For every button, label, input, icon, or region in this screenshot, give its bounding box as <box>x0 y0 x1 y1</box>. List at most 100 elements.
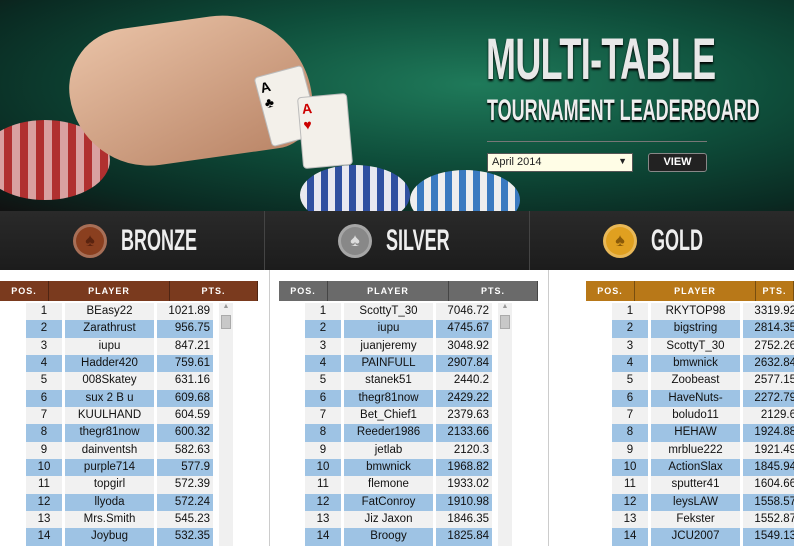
month-select[interactable]: April 2014 ▼ <box>487 153 633 172</box>
spade-coin-icon: ♠ <box>338 223 372 258</box>
pos-cell: 13 <box>26 511 62 529</box>
pos-cell: 3 <box>612 337 648 356</box>
player-cell: HEHAW <box>651 424 740 442</box>
pts-cell: 1968.82 <box>436 459 492 477</box>
table-row: 12 FatConroy 1910.98 <box>305 493 495 512</box>
table-row: 9 jetlab 2120.3 <box>305 441 495 460</box>
chevron-down-icon: ▼ <box>618 156 627 166</box>
player-cell: ScottyT_30 <box>344 303 433 321</box>
player-cell: sux 2 B u <box>65 389 154 408</box>
pts-cell: 2814.35 <box>743 320 794 338</box>
pts-cell: 604.59 <box>157 407 213 425</box>
pos-cell: 12 <box>612 493 648 512</box>
column-header-pos: POS. <box>586 281 635 301</box>
scroll-up-icon[interactable]: ▲ <box>501 303 509 310</box>
table-row: 4 bmwnick 2632.84 <box>612 355 794 373</box>
table-row: 6 HaveNuts- 2272.79 <box>612 389 794 408</box>
pts-cell: 572.39 <box>157 476 213 494</box>
scrollbar[interactable]: ▲ <box>219 303 233 546</box>
player-cell: flemone <box>344 476 433 494</box>
pts-cell: 3319.92 <box>743 303 794 321</box>
table-row: 3 juanjeremy 3048.92 <box>305 337 495 356</box>
column-header-pts: PTS. <box>449 281 538 301</box>
scroll-thumb[interactable] <box>221 315 231 329</box>
player-cell: Jiz Jaxon <box>344 511 433 529</box>
pts-cell: 1549.13 <box>743 528 794 546</box>
table-row: 9 dainventsh 582.63 <box>26 441 216 460</box>
pts-cell: 1825.84 <box>436 528 492 546</box>
pts-cell: 572.24 <box>157 493 213 512</box>
pts-cell: 577.9 <box>157 459 213 477</box>
player-cell: 008Skatey <box>65 372 154 390</box>
tier-name: GOLD <box>651 223 704 257</box>
spade-coin-icon: ♠ <box>73 223 107 258</box>
pts-cell: 582.63 <box>157 441 213 460</box>
player-cell: Broogy <box>344 528 433 546</box>
table-row: 3 iupu 847.21 <box>26 337 216 356</box>
pts-cell: 759.61 <box>157 355 213 373</box>
pos-cell: 14 <box>612 528 648 546</box>
player-cell: Zarathrust <box>65 320 154 338</box>
pos-cell: 6 <box>305 389 341 408</box>
player-cell: Hadder420 <box>65 355 154 373</box>
table-row: 7 boludo11 2129.6 <box>612 407 794 425</box>
table-row: 2 iupu 4745.67 <box>305 320 495 338</box>
tier-silver: ♠ SILVER <box>265 211 530 270</box>
pos-cell: 7 <box>612 407 648 425</box>
page-subtitle: TOURNAMENT LEADERBOARD <box>487 94 760 127</box>
pts-cell: 7046.72 <box>436 303 492 321</box>
player-cell: purple714 <box>65 459 154 477</box>
pos-cell: 13 <box>305 511 341 529</box>
table-row: 3 ScottyT_30 2752.26 <box>612 337 794 356</box>
table-row: 13 Jiz Jaxon 1846.35 <box>305 511 495 529</box>
scrollbar[interactable]: ▲ <box>498 303 512 546</box>
player-cell: RKYTOP98 <box>651 303 740 321</box>
pts-cell: 532.35 <box>157 528 213 546</box>
player-cell: Bet_Chief1 <box>344 407 433 425</box>
player-cell: ActionSlax <box>651 459 740 477</box>
pos-cell: 11 <box>612 476 648 494</box>
scroll-thumb[interactable] <box>500 315 510 329</box>
pts-cell: 2440.2 <box>436 372 492 390</box>
pos-cell: 1 <box>26 303 62 321</box>
table-row: 5 stanek51 2440.2 <box>305 372 495 390</box>
table-row: 9 mrblue222 1921.49 <box>612 441 794 460</box>
player-cell: leysLAW <box>651 493 740 512</box>
table-row: 4 Hadder420 759.61 <box>26 355 216 373</box>
view-button[interactable]: VIEW <box>648 153 707 172</box>
player-cell: thegr81now <box>65 424 154 442</box>
player-cell: HaveNuts- <box>651 389 740 408</box>
divider <box>487 141 707 142</box>
pts-cell: 2272.79 <box>743 389 794 408</box>
table-row: 12 llyoda 572.24 <box>26 493 216 512</box>
pos-cell: 7 <box>26 407 62 425</box>
pos-cell: 2 <box>305 320 341 338</box>
pos-cell: 8 <box>612 424 648 442</box>
table-row: 4 PAINFULL 2907.84 <box>305 355 495 373</box>
pts-cell: 2577.15 <box>743 372 794 390</box>
leaderboard-bronze: POS. PLAYER PTS. 1 BEasy22 1021.89 2 Zar… <box>0 281 258 546</box>
pos-cell: 8 <box>305 424 341 442</box>
pts-cell: 2379.63 <box>436 407 492 425</box>
pts-cell: 1021.89 <box>157 303 213 321</box>
pts-cell: 1924.88 <box>743 424 794 442</box>
table-row: 1 ScottyT_30 7046.72 <box>305 303 495 321</box>
tier-bar: ♠ BRONZE ♠ SILVER ♠ GOLD <box>0 211 794 270</box>
pos-cell: 1 <box>612 303 648 321</box>
pos-cell: 3 <box>305 337 341 356</box>
pts-cell: 2129.6 <box>743 407 794 425</box>
pos-cell: 2 <box>612 320 648 338</box>
scroll-up-icon[interactable]: ▲ <box>222 303 230 310</box>
pos-cell: 14 <box>26 528 62 546</box>
pos-cell: 9 <box>26 441 62 460</box>
table-row: 8 HEHAW 1924.88 <box>612 424 794 442</box>
player-cell: juanjeremy <box>344 337 433 356</box>
hero-banner: A ♣ A ♥ MULTI-TABLE TOURNAMENT LEADERBOARD… <box>0 0 794 211</box>
pts-cell: 1845.94 <box>743 459 794 477</box>
player-cell: FatConroy <box>344 493 433 512</box>
player-cell: Zoobeast <box>651 372 740 390</box>
pos-cell: 12 <box>305 493 341 512</box>
pos-cell: 4 <box>26 355 62 373</box>
pos-cell: 7 <box>305 407 341 425</box>
table-row: 5 Zoobeast 2577.15 <box>612 372 794 390</box>
